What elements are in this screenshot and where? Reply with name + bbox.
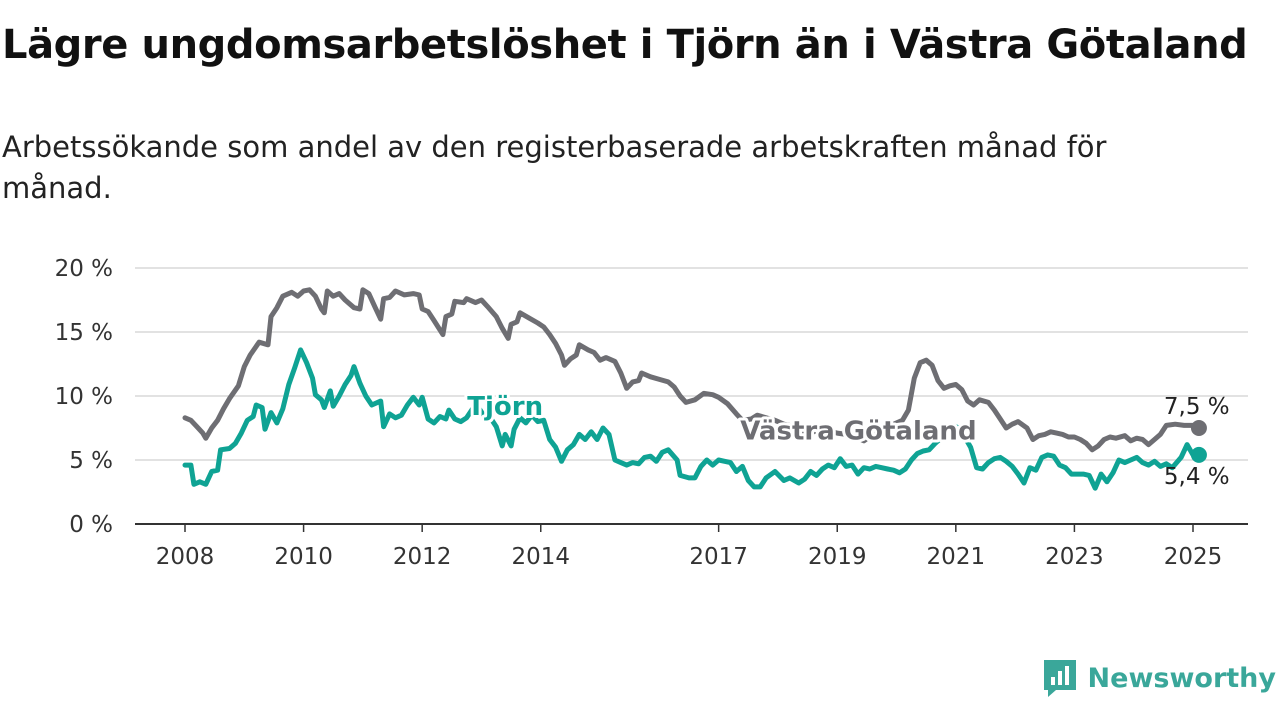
x-tick-label: 2008 [156, 544, 215, 570]
x-tick-label: 2010 [274, 544, 333, 570]
series-name-label: Tjörn [467, 392, 543, 422]
x-tick-label: 2014 [511, 544, 570, 570]
x-tick-label: 2019 [808, 544, 867, 570]
series-endpoint-v-stra-g-taland [1190, 420, 1207, 436]
series-line-tj-rn [182, 347, 1202, 491]
end-value-label: 7,5 % [1164, 394, 1230, 420]
brand-name: Newsworthy [1087, 662, 1276, 694]
y-tick-label: 5 % [69, 448, 113, 474]
series-lines [182, 287, 1207, 491]
series-labels: 7,5 % 5,4 % Västra Götaland Tjörn [464, 389, 1230, 490]
gridlines [135, 267, 1248, 461]
x-tick-label: 2023 [1045, 544, 1104, 570]
x-tick-label: 2012 [393, 544, 452, 570]
y-axis: 0 % 5 % 10 % 15 % 20 % [55, 256, 113, 538]
chart-title: Lägre ungdomsarbetslöshet i Tjörn än i V… [2, 22, 1248, 68]
y-tick-label: 20 % [55, 256, 113, 282]
series-endpoint-tj-rn [1190, 446, 1207, 463]
chart-subtitle: Arbetssökande som andel av den registerb… [2, 130, 1107, 205]
x-tick-label: 2025 [1164, 544, 1223, 570]
x-axis: 2008 2010 2012 2014 2017 2019 2021 2023 2025 [135, 523, 1248, 570]
x-tick-label: 2017 [689, 544, 748, 570]
series-line-v-stra-g-taland [182, 287, 1202, 453]
newsworthy-logo-icon [1043, 660, 1076, 697]
series-name-label: Västra Götaland [740, 417, 976, 447]
y-tick-label: 0 % [69, 512, 113, 538]
end-value-label: 5,4 % [1164, 464, 1230, 490]
x-tick-label: 2021 [927, 544, 986, 570]
brand-logo[interactable]: Newsworthy [1042, 658, 1276, 698]
y-tick-label: 15 % [55, 320, 113, 346]
y-tick-label: 10 % [55, 384, 113, 410]
